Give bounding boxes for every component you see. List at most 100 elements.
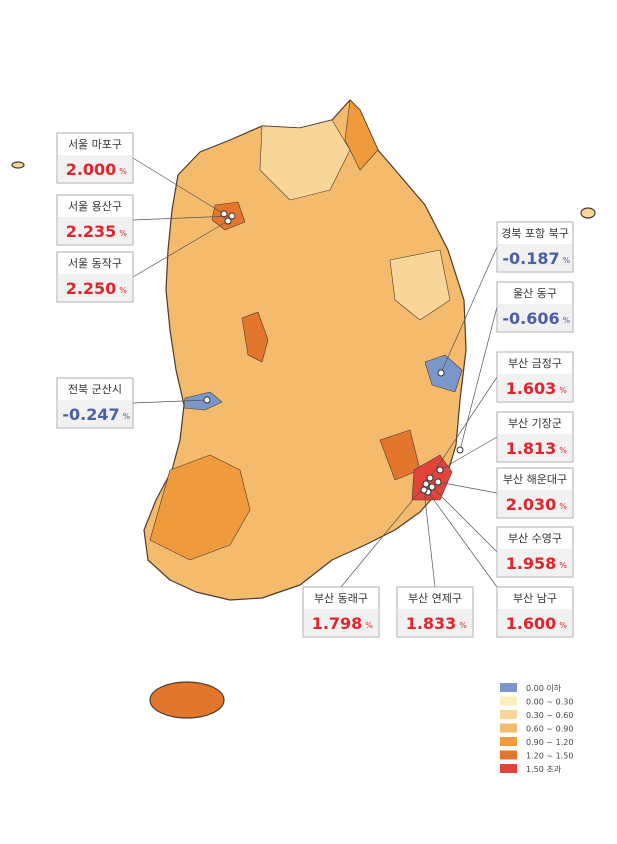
legend-label: 0.60 ~ 0.90 bbox=[526, 725, 573, 734]
legend-swatch bbox=[500, 683, 517, 692]
leader-line bbox=[132, 215, 233, 221]
region-value: 2.000 bbox=[66, 160, 117, 179]
ulleung bbox=[580, 207, 596, 219]
callout-value-bg bbox=[58, 155, 132, 182]
region-name: 부산 남구 bbox=[513, 592, 557, 605]
callout-value-bg bbox=[498, 374, 572, 401]
region-value: 1.600 bbox=[506, 614, 557, 633]
region-name: 서울 용산구 bbox=[68, 200, 122, 213]
location-dot bbox=[436, 466, 444, 474]
value-unit: % bbox=[365, 621, 373, 630]
location-dot bbox=[428, 483, 436, 491]
location-dot bbox=[420, 486, 428, 494]
value-unit: % bbox=[459, 621, 467, 630]
leader-line bbox=[459, 306, 498, 451]
region-value: 1.798 bbox=[312, 614, 363, 633]
region-value: -0.187 bbox=[502, 249, 559, 268]
value-unit: % bbox=[563, 256, 571, 265]
callout-value-bg bbox=[498, 609, 572, 636]
leader-line bbox=[440, 246, 498, 374]
region-value: 2.250 bbox=[66, 279, 117, 298]
callout-value-bg bbox=[498, 434, 572, 461]
leader-line bbox=[340, 483, 427, 588]
region-value: -0.247 bbox=[62, 405, 119, 424]
region-name: 울산 동구 bbox=[513, 287, 557, 300]
legend-swatch bbox=[500, 696, 517, 706]
region-name: 경북 포항 북구 bbox=[501, 227, 569, 240]
value-unit: % bbox=[559, 446, 567, 455]
legend-label: 0.30 ~ 0.60 bbox=[526, 711, 573, 720]
callout-value-bg bbox=[58, 400, 132, 427]
jeju bbox=[149, 681, 225, 719]
location-dot bbox=[224, 217, 232, 225]
leader-line bbox=[437, 481, 498, 494]
leader-line bbox=[439, 436, 498, 471]
korea-map bbox=[11, 99, 596, 719]
location-dot bbox=[203, 396, 211, 404]
leader-line bbox=[132, 220, 229, 278]
legend-label: 0.90 ~ 1.20 bbox=[526, 738, 573, 747]
region-name: 부산 해운대구 bbox=[503, 472, 567, 486]
region-value: 2.030 bbox=[506, 495, 557, 514]
region-center bbox=[241, 311, 269, 363]
value-unit: % bbox=[119, 286, 127, 295]
legend-label: 1.20 ~ 1.50 bbox=[526, 752, 573, 761]
region-value: -0.606 bbox=[502, 309, 559, 328]
legend-swatch bbox=[500, 737, 517, 746]
value-unit: % bbox=[119, 229, 127, 238]
callout-value-bg bbox=[498, 549, 572, 576]
legend-label: 1.50 초과 bbox=[526, 765, 562, 774]
region-name: 부산 동래구 bbox=[314, 592, 368, 605]
region-name: 부산 수영구 bbox=[508, 532, 562, 545]
location-dot bbox=[426, 474, 434, 482]
callout-value-bg bbox=[498, 304, 572, 331]
region-value: 1.958 bbox=[506, 554, 557, 573]
value-unit: % bbox=[119, 167, 127, 176]
value-unit: % bbox=[559, 621, 567, 630]
callout-value-bg bbox=[304, 609, 378, 636]
region-value: 2.235 bbox=[66, 222, 117, 241]
callout-value-bg bbox=[58, 274, 132, 301]
location-dot bbox=[228, 212, 236, 220]
region-gangwon-coast bbox=[344, 99, 379, 171]
callout-value-bg bbox=[58, 217, 132, 244]
callout-value-bg bbox=[498, 490, 572, 517]
legend: 0.00 이하 0.00 ~ 0.30 0.30 ~ 0.60 0.60 ~ 0.90… bbox=[500, 683, 573, 774]
leader-line bbox=[427, 491, 498, 588]
callouts: 서울 마포구 2.000 % 서울 용산구 2.235 % 서울 동작구 2.250 % 전북 군… bbox=[56, 132, 574, 638]
region-gunsan bbox=[183, 391, 223, 411]
location-dot bbox=[422, 480, 430, 488]
legend-label: 0.00 ~ 0.30 bbox=[526, 698, 573, 707]
callout-value-bg bbox=[498, 244, 572, 271]
value-unit: % bbox=[559, 502, 567, 511]
region-value: 1.603 bbox=[506, 379, 557, 398]
legend-label: 0.00 이하 bbox=[526, 683, 562, 693]
location-dot bbox=[220, 210, 228, 218]
leader-line bbox=[132, 157, 225, 215]
legend-swatch bbox=[500, 710, 517, 719]
region-east bbox=[389, 249, 451, 321]
leader-line bbox=[429, 376, 498, 479]
region-name: 서울 동작구 bbox=[68, 257, 122, 270]
region-value: 1.813 bbox=[506, 439, 557, 458]
island bbox=[11, 161, 25, 169]
region-name: 전북 군산시 bbox=[68, 383, 122, 396]
value-unit: % bbox=[559, 561, 567, 570]
location-dot bbox=[434, 478, 442, 486]
region-value: 1.833 bbox=[406, 614, 457, 633]
location-dot bbox=[437, 369, 445, 377]
region-name: 부산 금정구 bbox=[508, 357, 562, 370]
value-unit: % bbox=[559, 386, 567, 395]
region-jeolla bbox=[149, 454, 251, 561]
region-name: 부산 기장군 bbox=[508, 417, 562, 430]
legend-swatch bbox=[500, 750, 517, 760]
callout-value-bg bbox=[398, 609, 472, 636]
region-name: 부산 연제구 bbox=[408, 592, 462, 605]
region-north bbox=[259, 119, 351, 201]
value-unit: % bbox=[563, 316, 571, 325]
region-name: 서울 마포구 bbox=[68, 138, 122, 151]
leader-line bbox=[431, 486, 498, 553]
legend-swatch bbox=[500, 764, 517, 773]
location-dot bbox=[456, 446, 464, 454]
